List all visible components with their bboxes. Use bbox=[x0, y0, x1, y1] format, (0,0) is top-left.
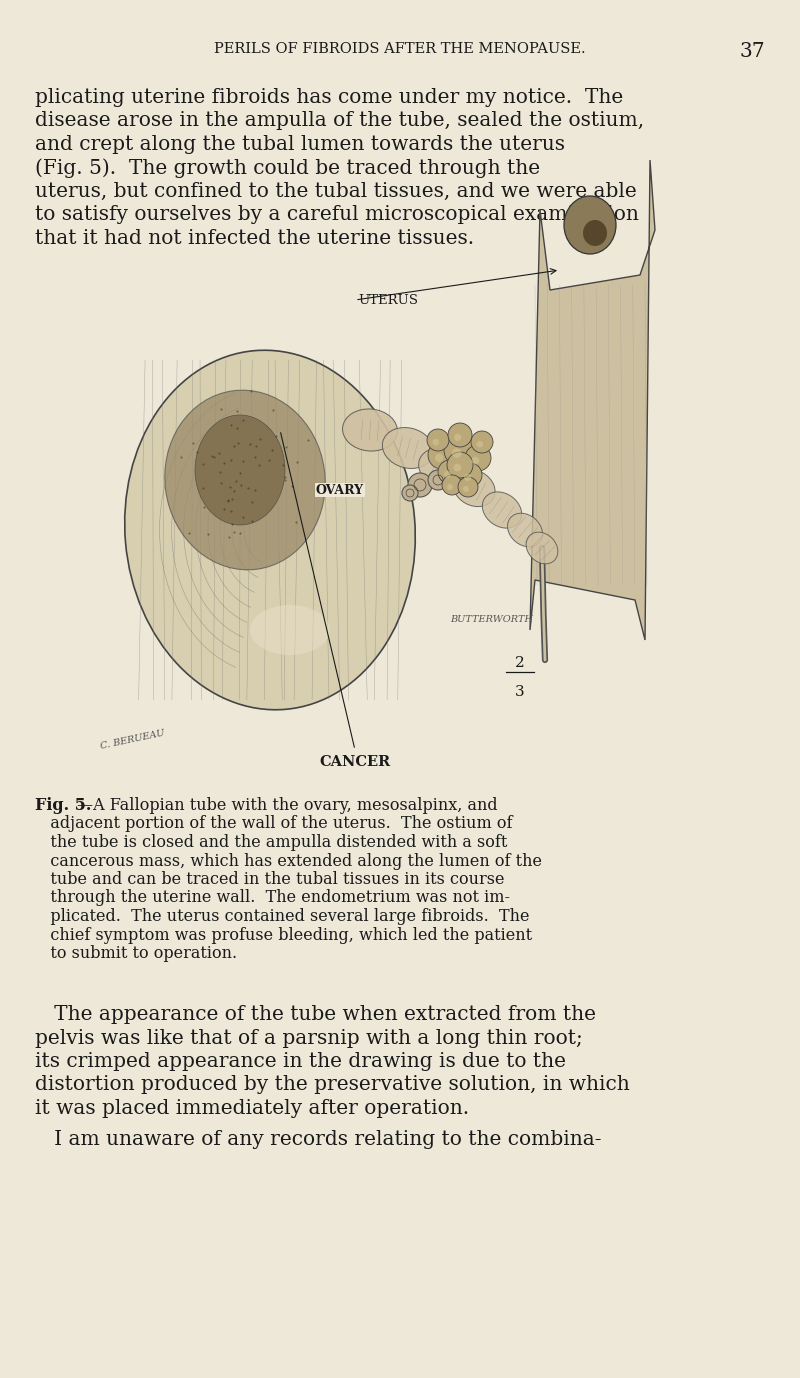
Ellipse shape bbox=[342, 409, 398, 451]
Circle shape bbox=[471, 431, 493, 453]
Text: 2: 2 bbox=[515, 656, 525, 670]
Text: chief symptom was profuse bleeding, which led the patient: chief symptom was profuse bleeding, whic… bbox=[35, 926, 532, 944]
Text: its crimped appearance in the drawing is due to the: its crimped appearance in the drawing is… bbox=[35, 1051, 566, 1071]
Circle shape bbox=[452, 448, 462, 457]
Text: 3: 3 bbox=[515, 685, 525, 699]
Circle shape bbox=[428, 441, 456, 469]
Text: through the uterine wall.  The endometrium was not im-: through the uterine wall. The endometriu… bbox=[35, 890, 510, 907]
Ellipse shape bbox=[453, 470, 495, 507]
Text: tube and can be traced in the tubal tissues in its course: tube and can be traced in the tubal tiss… bbox=[35, 871, 505, 887]
Circle shape bbox=[458, 477, 478, 497]
Circle shape bbox=[465, 445, 491, 471]
Text: to submit to operation.: to submit to operation. bbox=[35, 945, 237, 962]
Circle shape bbox=[447, 484, 453, 491]
Text: (Fig. 5).  The growth could be traced through the: (Fig. 5). The growth could be traced thr… bbox=[35, 158, 540, 178]
Ellipse shape bbox=[526, 532, 558, 564]
Circle shape bbox=[402, 485, 418, 502]
Text: cancerous mass, which has extended along the lumen of the: cancerous mass, which has extended along… bbox=[35, 853, 542, 870]
Circle shape bbox=[471, 456, 479, 464]
Text: The appearance of the tube when extracted from the: The appearance of the tube when extracte… bbox=[35, 1005, 596, 1024]
Text: that it had not infected the uterine tissues.: that it had not infected the uterine tis… bbox=[35, 229, 474, 248]
Circle shape bbox=[464, 474, 471, 481]
Circle shape bbox=[408, 473, 432, 497]
Circle shape bbox=[444, 434, 476, 466]
Ellipse shape bbox=[250, 605, 330, 655]
Circle shape bbox=[458, 463, 482, 486]
Text: 37: 37 bbox=[739, 41, 765, 61]
Circle shape bbox=[435, 453, 443, 462]
Circle shape bbox=[427, 429, 449, 451]
Circle shape bbox=[448, 423, 472, 446]
Ellipse shape bbox=[165, 390, 326, 570]
Text: UTERUS: UTERUS bbox=[358, 294, 418, 306]
Text: uterus, but confined to the tubal tissues, and we were able: uterus, but confined to the tubal tissue… bbox=[35, 182, 637, 201]
Polygon shape bbox=[530, 160, 655, 639]
Text: disease arose in the ampulla of the tube, sealed the ostium,: disease arose in the ampulla of the tube… bbox=[35, 112, 644, 131]
Text: plicated.  The uterus contained several large fibroids.  The: plicated. The uterus contained several l… bbox=[35, 908, 530, 925]
Ellipse shape bbox=[125, 350, 415, 710]
Ellipse shape bbox=[583, 220, 607, 247]
Text: adjacent portion of the wall of the uterus.  The ostium of: adjacent portion of the wall of the uter… bbox=[35, 816, 513, 832]
Text: pelvis was like that of a parsnip with a long thin root;: pelvis was like that of a parsnip with a… bbox=[35, 1028, 582, 1047]
Circle shape bbox=[447, 452, 473, 478]
Text: CANCER: CANCER bbox=[319, 755, 390, 769]
Ellipse shape bbox=[382, 427, 434, 469]
Text: C. BERUEAU: C. BERUEAU bbox=[100, 729, 166, 751]
Ellipse shape bbox=[482, 492, 522, 528]
Circle shape bbox=[463, 486, 469, 492]
Text: OVARY: OVARY bbox=[316, 484, 364, 496]
Ellipse shape bbox=[418, 448, 466, 488]
Circle shape bbox=[454, 434, 462, 441]
Circle shape bbox=[477, 441, 483, 448]
Circle shape bbox=[454, 464, 462, 471]
Circle shape bbox=[438, 460, 462, 484]
Text: distortion produced by the preservative solution, in which: distortion produced by the preservative … bbox=[35, 1075, 630, 1094]
Text: PERILS OF FIBROIDS AFTER THE MENOPAUSE.: PERILS OF FIBROIDS AFTER THE MENOPAUSE. bbox=[214, 41, 586, 56]
Text: the tube is closed and the ampulla distended with a soft: the tube is closed and the ampulla diste… bbox=[35, 834, 507, 852]
Text: it was placed immediately after operation.: it was placed immediately after operatio… bbox=[35, 1100, 469, 1118]
Ellipse shape bbox=[195, 415, 285, 525]
Text: I am unaware of any records relating to the combina-: I am unaware of any records relating to … bbox=[35, 1130, 602, 1149]
Ellipse shape bbox=[564, 196, 616, 254]
Text: and crept along the tubal lumen towards the uterus: and crept along the tubal lumen towards … bbox=[35, 135, 565, 154]
Ellipse shape bbox=[507, 513, 542, 547]
Circle shape bbox=[428, 470, 448, 491]
Circle shape bbox=[444, 471, 451, 478]
Text: Fig. 5.: Fig. 5. bbox=[35, 796, 91, 814]
Bar bbox=[0, 260, 800, 780]
Text: plicating uterine fibroids has come under my notice.  The: plicating uterine fibroids has come unde… bbox=[35, 88, 623, 107]
Text: BUTTERWORTH: BUTTERWORTH bbox=[450, 616, 533, 624]
Text: —A Fallopian tube with the ovary, mesosalpinx, and: —A Fallopian tube with the ovary, mesosa… bbox=[77, 796, 498, 814]
Circle shape bbox=[433, 440, 439, 445]
Circle shape bbox=[442, 475, 462, 495]
Text: to satisfy ourselves by a careful microscopical examination: to satisfy ourselves by a careful micros… bbox=[35, 205, 639, 225]
